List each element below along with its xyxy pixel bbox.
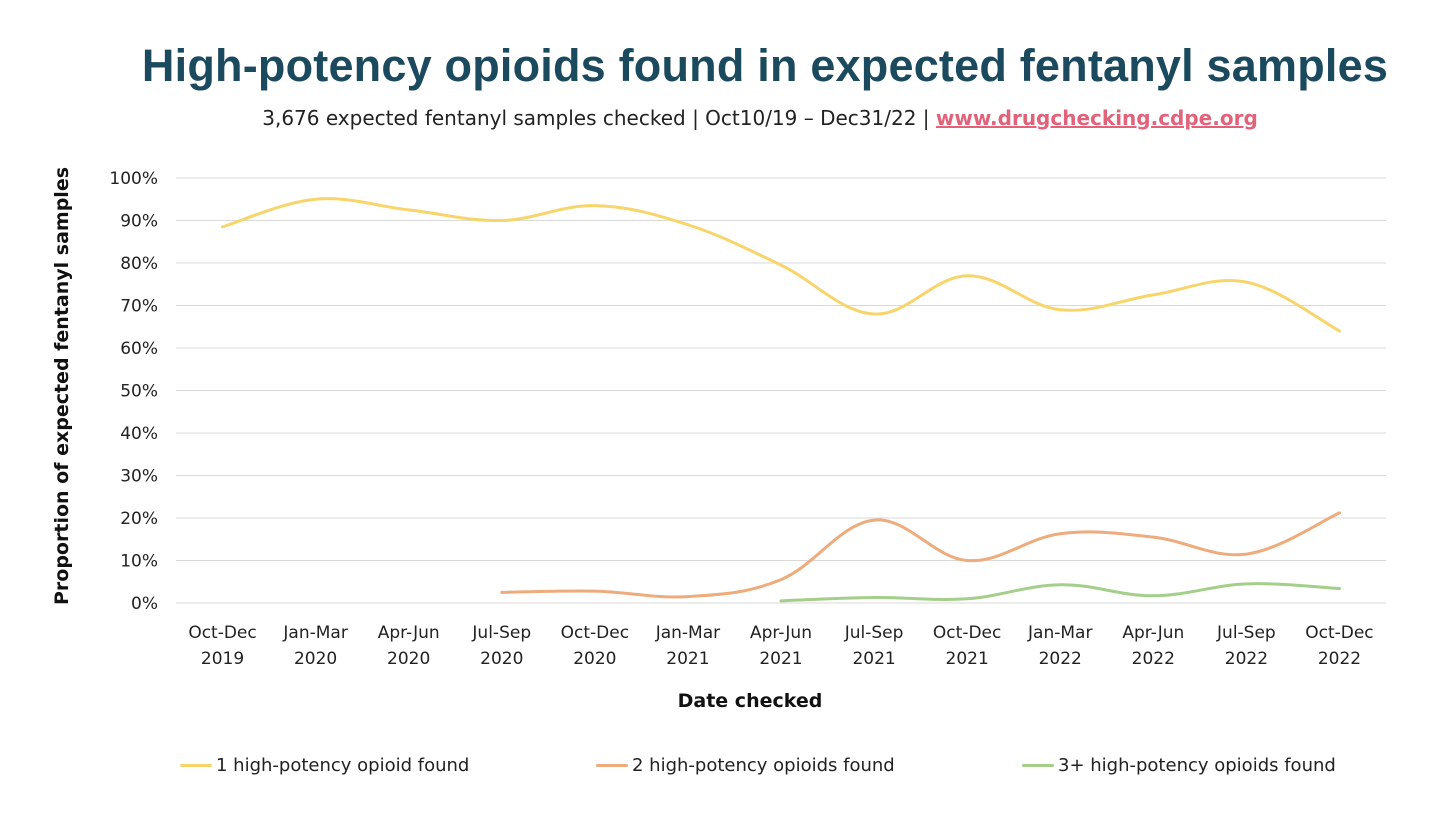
legend-item-1: 1 high-potency opioid found — [180, 755, 469, 776]
x-tick-label: 2021 — [946, 649, 989, 669]
legend: 1 high-potency opioid found 2 high-potenc… — [0, 755, 1456, 781]
x-tick-label: 2020 — [294, 649, 337, 669]
x-tick-label: Apr-Jun — [378, 623, 440, 643]
chart-title: High-potency opioids found in expected f… — [141, 40, 1389, 91]
legend-label: 3+ high-potency opioids found — [1058, 755, 1336, 776]
legend-item-3: 3+ high-potency opioids found — [1022, 755, 1336, 776]
y-tick-label: 0% — [131, 594, 158, 614]
legend-label: 1 high-potency opioid found — [216, 755, 470, 776]
series-line-2 — [500, 511, 1341, 599]
x-tick-label: Jul-Sep — [844, 623, 904, 643]
x-tick-label: 2021 — [852, 649, 895, 669]
x-tick-label: 2020 — [573, 649, 616, 669]
x-tick-labels: Oct-Dec 2019 Jan-Mar 2020 Apr-Jun 2020 Jul-Sep… — [188, 623, 1373, 669]
y-tick-label: 30% — [120, 467, 158, 487]
legend-swatch — [180, 764, 212, 767]
legend-item-2: 2 high-potency opioids found — [596, 755, 895, 776]
x-tick-label: 2020 — [480, 649, 523, 669]
series-line-1 — [221, 197, 1341, 333]
x-tick-label: 2022 — [1225, 649, 1268, 669]
y-tick-label: 100% — [109, 169, 158, 189]
x-tick-label: Oct-Dec — [933, 623, 1001, 643]
x-tick-label: Oct-Dec — [188, 623, 256, 643]
y-tick-label: 80% — [120, 254, 158, 274]
series-line-3 — [779, 582, 1341, 603]
y-tick-label: 40% — [120, 424, 158, 444]
x-tick-label: 2019 — [201, 649, 244, 669]
y-tick-label: 60% — [120, 339, 158, 359]
gridlines — [176, 177, 1386, 604]
subtitle-text: 3,676 expected fentanyl samples checked … — [262, 106, 936, 130]
series-lines — [221, 197, 1341, 603]
x-tick-label: Oct-Dec — [561, 623, 629, 643]
legend-swatch — [1022, 764, 1054, 767]
x-tick-label: Jul-Sep — [471, 623, 531, 643]
x-tick-label: Apr-Jun — [750, 623, 812, 643]
x-tick-label: 2021 — [759, 649, 802, 669]
y-tick-label: 10% — [120, 552, 158, 572]
x-axis-title: Date checked — [677, 690, 823, 712]
x-tick-label: Jan-Mar — [655, 623, 720, 643]
x-tick-label: 2021 — [666, 649, 709, 669]
x-tick-label: Apr-Jun — [1122, 623, 1184, 643]
source-link[interactable]: www.drugchecking.cdpe.org — [935, 106, 1258, 130]
chart-subtitle: 3,676 expected fentanyl samples checked … — [0, 106, 1456, 130]
y-tick-label: 70% — [120, 297, 158, 317]
x-tick-label: Jan-Mar — [282, 623, 347, 643]
x-tick-label: Jul-Sep — [1216, 623, 1276, 643]
x-tick-label: Oct-Dec — [1305, 623, 1373, 643]
y-tick-label: 90% — [120, 212, 158, 232]
y-tick-labels: 0% 10% 20% 30% 40% 50% 60% 70% 80% 90% 100% — [109, 169, 158, 614]
legend-swatch — [596, 764, 628, 767]
legend-label: 2 high-potency opioids found — [632, 755, 895, 776]
y-tick-label: 50% — [120, 382, 158, 402]
x-tick-label: 2020 — [387, 649, 430, 669]
x-tick-label: Jan-Mar — [1027, 623, 1092, 643]
x-tick-label: 2022 — [1039, 649, 1082, 669]
x-tick-label: 2022 — [1318, 649, 1361, 669]
line-chart: 0% 10% 20% 30% 40% 50% 60% 70% 80% 90% 100% Oct-De… — [109, 169, 1386, 669]
x-tick-label: 2022 — [1132, 649, 1175, 669]
y-tick-label: 20% — [120, 509, 158, 529]
